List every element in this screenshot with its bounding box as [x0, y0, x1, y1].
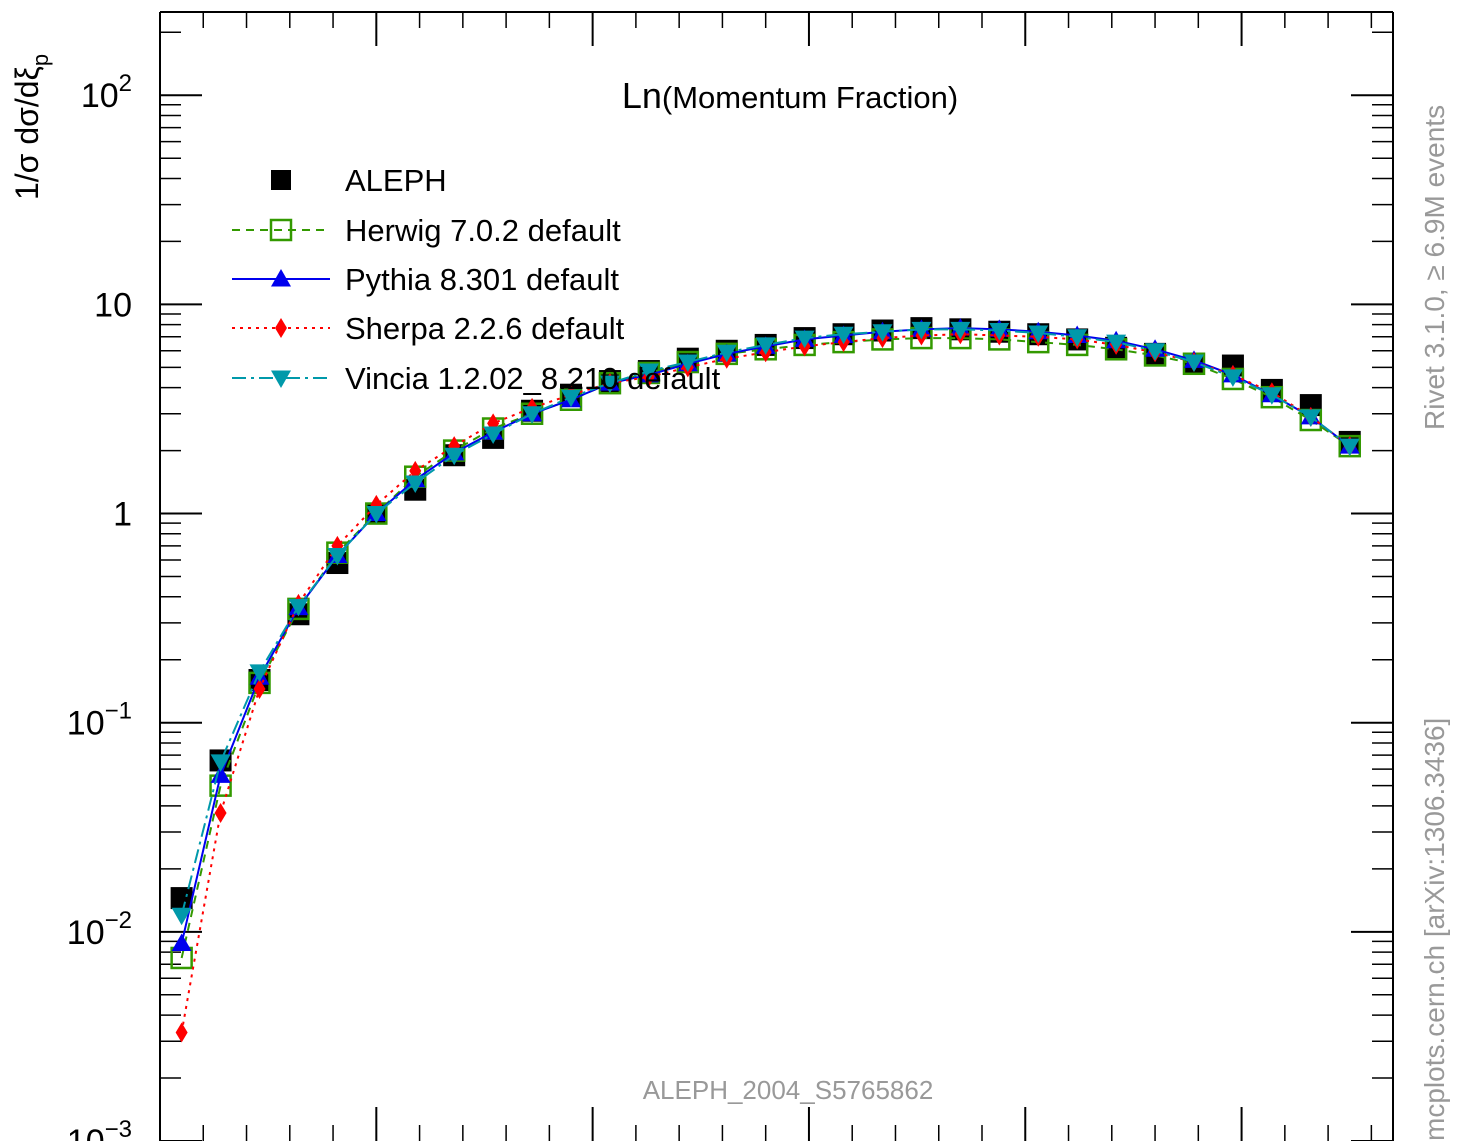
- watermark: ALEPH_2004_S5765862: [643, 1075, 934, 1105]
- legend-label: Pythia 8.301 default: [345, 262, 619, 297]
- series-2: [171, 318, 1360, 951]
- series-line-2: [180, 327, 1351, 944]
- data-point: [989, 323, 1010, 341]
- y-axis-label: 1/σ dσ/dξp: [9, 54, 53, 200]
- data-point: [444, 447, 465, 466]
- y-tick-label-0.01-base: 10: [67, 914, 105, 952]
- series-line-1: [180, 337, 1351, 959]
- legend-item-3: Sherpa 2.2.6 default: [232, 311, 625, 346]
- data-point: [1339, 438, 1360, 457]
- data-point: [1261, 387, 1282, 405]
- data-point: [327, 548, 348, 566]
- data-point: [175, 1022, 188, 1043]
- legend-item-1: Herwig 7.0.2 default: [232, 213, 621, 248]
- data-point: [1183, 354, 1204, 373]
- data-point: [1067, 329, 1088, 347]
- chart-title-big: Ln: [622, 75, 662, 116]
- y-tick-label-10-base: 10: [94, 286, 132, 324]
- legend-item-0: ALEPH: [271, 163, 447, 198]
- data-point: [405, 475, 426, 493]
- legend-marker: [269, 218, 293, 242]
- data-point: [599, 375, 620, 394]
- y-tick-label-100-base: 10: [81, 77, 119, 115]
- legend-item-4: Vincia 1.2.02_8.210 default: [232, 361, 721, 396]
- data-point: [1300, 409, 1321, 427]
- series-layer: [170, 317, 1361, 1043]
- data-point: [214, 803, 227, 824]
- chart-title: Ln(Momentum Fraction): [622, 75, 958, 116]
- side-text-top: Rivet 3.1.0, ≥ 6.9M events: [1419, 105, 1450, 430]
- series-0: [170, 317, 1361, 910]
- data-point: [249, 664, 270, 682]
- y-tick-label-1: 1: [113, 496, 132, 534]
- data-point: [170, 887, 193, 910]
- text-layer: Ln(Momentum Fraction) 1/σ dσ/dξp Rivet 3…: [9, 54, 1450, 1141]
- legend: ALEPH Herwig 7.0.2 default Pythia 8.301 de…: [232, 163, 721, 396]
- data-point: [483, 426, 504, 445]
- data-point: [716, 344, 737, 363]
- series-line-3: [180, 333, 1351, 1033]
- data-point: [171, 907, 192, 926]
- series-line-4: [180, 328, 1351, 916]
- data-point: [561, 389, 581, 408]
- y-tick-label-0.001-base: 10: [67, 1123, 105, 1141]
- data-point: [872, 324, 893, 342]
- y-axis-label-sub: p: [28, 54, 53, 66]
- data-point: [755, 337, 776, 355]
- data-point: [210, 754, 231, 772]
- series-4: [171, 321, 1360, 926]
- legend-marker: [271, 370, 291, 388]
- legend-label: ALEPH: [345, 163, 447, 198]
- data-point: [1028, 325, 1049, 343]
- y-tick-label-1-base: 1: [113, 496, 132, 534]
- y-tick-label-0.01: 10−2: [67, 907, 132, 952]
- data-point: [833, 326, 854, 345]
- data-point: [677, 354, 698, 373]
- chart-title-small: (Momentum Fraction): [662, 80, 958, 115]
- data-point: [911, 321, 932, 340]
- legend-item-2: Pythia 8.301 default: [232, 262, 619, 297]
- legend-marker: [271, 269, 291, 287]
- legend-label: Vincia 1.2.02_8.210 default: [345, 361, 721, 396]
- y-tick-label-0.001: 10−3: [67, 1116, 132, 1141]
- y-axis-label-main: 1/σ dσ/dξ: [9, 66, 45, 200]
- data-point: [794, 330, 815, 349]
- legend-label: Sherpa 2.2.6 default: [345, 311, 625, 346]
- y-tick-label-0.1-exp: −1: [105, 698, 132, 725]
- y-tick-label-100-exp: 2: [119, 70, 132, 97]
- y-tick-label-0.01-exp: −2: [105, 907, 132, 934]
- y-tick-label-0.001-exp: −3: [105, 1116, 132, 1141]
- data-point: [253, 678, 266, 699]
- data-point: [1222, 369, 1243, 387]
- y-tick-label-10: 10: [94, 286, 132, 324]
- y-tick-label-100: 102: [81, 70, 132, 115]
- y-tick-label-0.1-base: 10: [67, 705, 105, 743]
- data-point: [366, 506, 387, 524]
- side-text-bottom: mcplots.cern.ch [arXiv:1306.3436]: [1419, 718, 1450, 1141]
- y-tick-label-0.1: 10−1: [67, 698, 132, 743]
- data-point: [1106, 334, 1127, 353]
- data-point: [950, 321, 971, 340]
- series-1: [170, 326, 1361, 970]
- legend-label: Herwig 7.0.2 default: [345, 213, 621, 248]
- series-3: [175, 324, 1356, 1043]
- data-point: [522, 406, 543, 424]
- data-point: [288, 598, 309, 617]
- legend-marker: [275, 318, 287, 338]
- data-point: [1145, 343, 1166, 361]
- data-point: [638, 363, 659, 382]
- data-point: [171, 933, 192, 951]
- legend-marker: [271, 170, 291, 190]
